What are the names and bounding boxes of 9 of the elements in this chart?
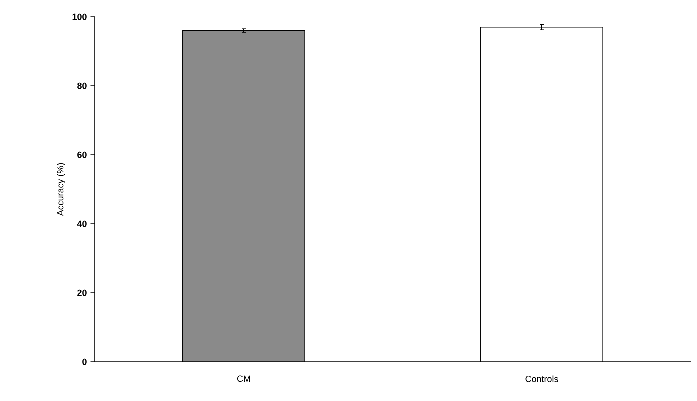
x-tick-label: Controls: [526, 376, 558, 382]
y-axis-title: Accuracy (%): [57, 163, 66, 216]
y-tick-label: 20: [78, 290, 87, 296]
y-tick-label: 40: [77, 220, 87, 228]
y-tick-label: 60: [78, 152, 87, 158]
y-tick-label: 100: [72, 14, 87, 20]
y-tick-label: 80: [78, 82, 87, 90]
y-tick-label: 0: [82, 358, 87, 366]
x-tick-label: CM: [237, 376, 250, 382]
